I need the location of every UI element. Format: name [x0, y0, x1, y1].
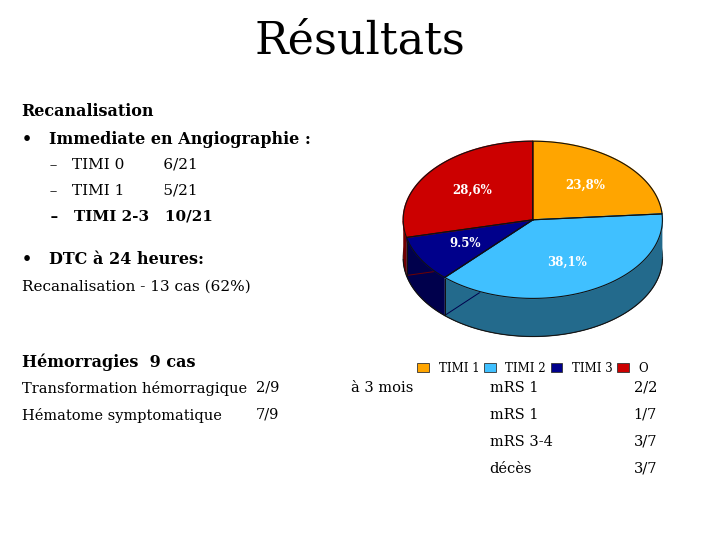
Text: Résultats: Résultats: [255, 19, 465, 62]
Text: mRS 1: mRS 1: [490, 408, 538, 422]
Text: 1/7: 1/7: [634, 408, 657, 422]
Text: •   Immediate en Angiographie :: • Immediate en Angiographie :: [22, 131, 310, 147]
Polygon shape: [533, 141, 662, 220]
Text: Transformation hémorragique: Transformation hémorragique: [22, 381, 247, 396]
Text: Recanalisation - 13 cas (62%): Recanalisation - 13 cas (62%): [22, 280, 251, 294]
Text: 3/7: 3/7: [634, 435, 657, 449]
Text: 2/9: 2/9: [256, 381, 279, 395]
Text: Recanalisation: Recanalisation: [22, 103, 154, 119]
Text: –   TIMI 0        6/21: – TIMI 0 6/21: [40, 158, 197, 172]
Polygon shape: [403, 141, 533, 238]
Text: 7/9: 7/9: [256, 408, 279, 422]
Text: 38,1%: 38,1%: [546, 256, 587, 269]
Text: mRS 3-4: mRS 3-4: [490, 435, 552, 449]
Text: 2/2: 2/2: [634, 381, 657, 395]
Polygon shape: [445, 221, 662, 336]
Polygon shape: [445, 214, 662, 299]
Text: –   TIMI 2-3   10/21: – TIMI 2-3 10/21: [40, 210, 212, 224]
Text: 9.5%: 9.5%: [450, 237, 481, 250]
Text: décès: décès: [490, 462, 532, 476]
Text: 3/7: 3/7: [634, 462, 657, 476]
Polygon shape: [407, 220, 533, 278]
Polygon shape: [403, 221, 407, 275]
Text: Hématome symptomatique: Hématome symptomatique: [22, 408, 222, 423]
Text: 23,8%: 23,8%: [566, 179, 606, 192]
Text: –   TIMI 1        5/21: – TIMI 1 5/21: [40, 184, 197, 198]
Polygon shape: [407, 238, 445, 315]
Text: 28,6%: 28,6%: [452, 184, 492, 197]
Text: mRS 1: mRS 1: [490, 381, 538, 395]
Legend: TIMI 1, TIMI 2, TIMI 3, O: TIMI 1, TIMI 2, TIMI 3, O: [413, 357, 653, 379]
Text: •   DTC à 24 heures:: • DTC à 24 heures:: [22, 251, 204, 268]
Text: Hémorragies  9 cas: Hémorragies 9 cas: [22, 354, 195, 371]
Text: à 3 mois: à 3 mois: [351, 381, 414, 395]
Polygon shape: [403, 179, 662, 336]
